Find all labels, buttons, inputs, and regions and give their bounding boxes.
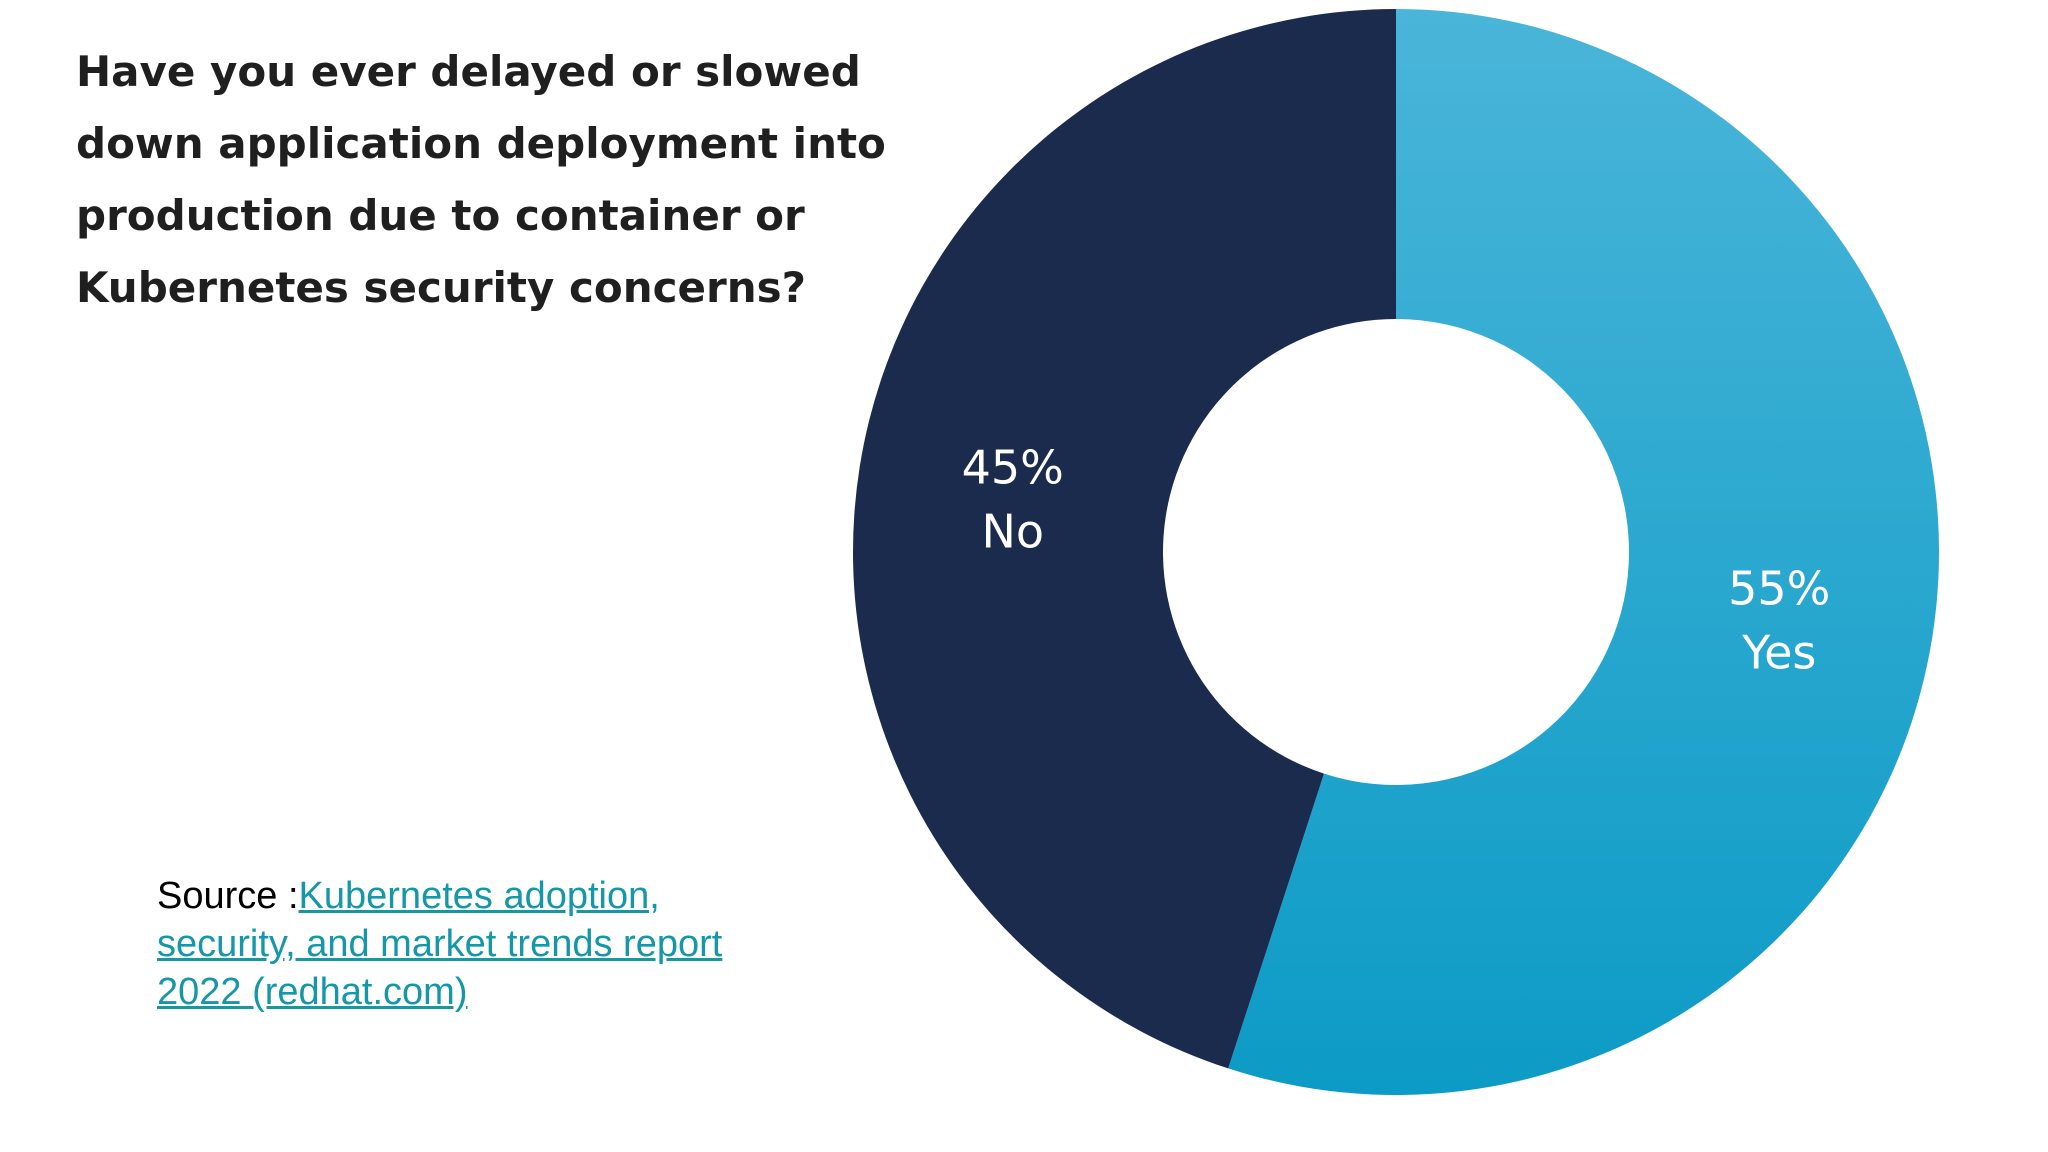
source-link-line-1[interactable]: Kubernetes adoption, <box>298 875 660 917</box>
slice-yes-label: Yes <box>1741 626 1816 680</box>
slice-no <box>852 9 1396 1069</box>
question-title: Have you ever delayed or slowed down app… <box>76 36 886 324</box>
question-line-3: production due to container or <box>76 191 805 240</box>
slice-no-label: No <box>981 504 1044 558</box>
source-link[interactable]: Kubernetes adoption, <box>299 875 660 917</box>
question-line-2: down application deployment into <box>76 119 886 168</box>
slice-yes-percent: 55% <box>1728 562 1830 616</box>
slice-no-percent: 45% <box>962 440 1064 494</box>
source-link-line-2[interactable]: security, and market trends report <box>157 923 723 965</box>
source-note: Source :Kubernetes adoption, security, a… <box>157 872 797 1016</box>
question-line-4: Kubernetes security concerns? <box>76 263 807 312</box>
question-line-1: Have you ever delayed or slowed <box>76 47 861 96</box>
source-link-line-3[interactable]: 2022 (redhat.com) <box>157 971 468 1013</box>
slice-yes <box>1228 9 1939 1095</box>
source-prefix: Source : <box>157 875 299 917</box>
